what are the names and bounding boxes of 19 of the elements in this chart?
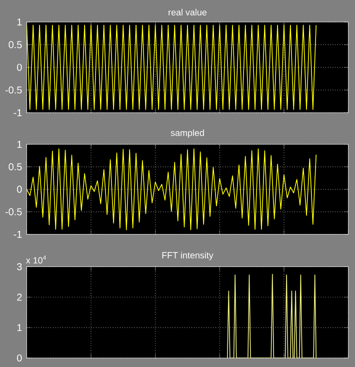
y-tick-label: 1 — [17, 18, 22, 26]
y-tick-label: 2 — [17, 294, 22, 301]
y-tick-label: 0.5 — [8, 41, 22, 48]
text: x 10$^{4}$ — [26, 255, 46, 264]
y-tick-label: -1 — [14, 230, 22, 238]
y-tick-label: 0.5 — [8, 163, 22, 170]
y-tick-label: -1 — [14, 109, 22, 116]
y-tick-label: -0.5 — [5, 208, 22, 216]
y-tick-label: 0 — [17, 186, 22, 193]
line-series — [26, 148, 317, 230]
y-tick-label: 1 — [17, 140, 22, 148]
y-tick-label: 0 — [17, 64, 22, 71]
y-tick-label: -0.5 — [5, 86, 22, 94]
chart-title: FFT intensity — [162, 252, 214, 260]
chart-title: real value — [168, 8, 207, 16]
y-tick-label: 1 — [17, 324, 22, 331]
y-tick-label: 0 — [17, 354, 22, 362]
y-tick-label: 3 — [17, 263, 22, 270]
chart-title: sampled — [170, 129, 204, 138]
